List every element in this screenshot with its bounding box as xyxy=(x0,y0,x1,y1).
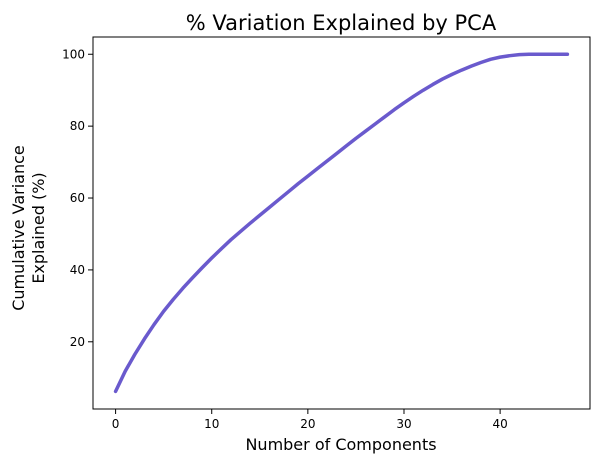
y-axis-ticks: 20 40 60 80 100 xyxy=(62,47,93,349)
y-tick-label: 80 xyxy=(70,119,85,133)
x-tick-label: 20 xyxy=(300,417,315,431)
y-axis-label-line-1: Cumulative Variance xyxy=(9,145,28,311)
plot-frame xyxy=(92,36,591,410)
x-axis-ticks: 0 10 20 30 40 xyxy=(112,409,508,431)
x-tick-label: 0 xyxy=(112,417,120,431)
y-axis-label-line-2: Explained (%) xyxy=(29,172,48,283)
y-tick-label: 20 xyxy=(70,335,85,349)
y-tick-label: 40 xyxy=(70,263,85,277)
chart-title: % Variation Explained by PCA xyxy=(186,11,497,35)
x-tick-label: 30 xyxy=(396,417,411,431)
x-axis-label: Number of Components xyxy=(245,435,436,454)
x-tick-label: 10 xyxy=(204,417,219,431)
y-tick-label: 60 xyxy=(70,191,85,205)
plot-area xyxy=(92,36,591,410)
x-tick-label: 40 xyxy=(492,417,507,431)
series-line-0 xyxy=(113,52,570,394)
y-tick-label: 100 xyxy=(62,47,85,61)
